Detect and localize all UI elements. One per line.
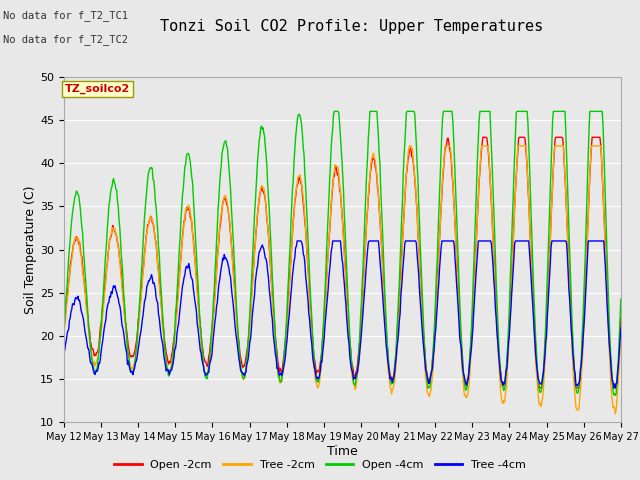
Legend: Open -2cm, Tree -2cm, Open -4cm, Tree -4cm: Open -2cm, Tree -2cm, Open -4cm, Tree -4…	[109, 456, 531, 474]
Text: Tonzi Soil CO2 Profile: Upper Temperatures: Tonzi Soil CO2 Profile: Upper Temperatur…	[161, 19, 543, 34]
Text: No data for f_T2_TC1: No data for f_T2_TC1	[3, 10, 128, 21]
Text: TZ_soilco2: TZ_soilco2	[65, 84, 131, 94]
Text: No data for f_T2_TC2: No data for f_T2_TC2	[3, 34, 128, 45]
X-axis label: Time: Time	[327, 445, 358, 458]
Y-axis label: Soil Temperature (C): Soil Temperature (C)	[24, 185, 37, 314]
